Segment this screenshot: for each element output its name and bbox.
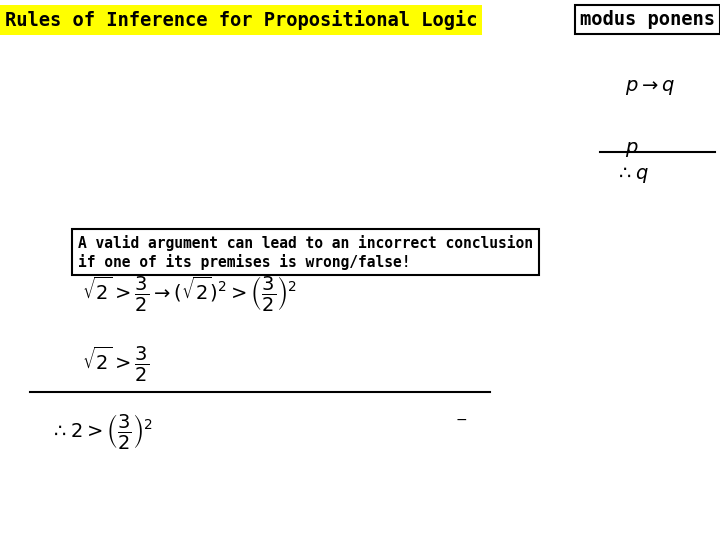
Text: Rules of Inference for Propositional Logic: Rules of Inference for Propositional Log… <box>5 10 477 30</box>
Text: $p \rightarrow q$: $p \rightarrow q$ <box>625 78 675 97</box>
Text: modus ponens: modus ponens <box>580 10 715 29</box>
Text: $\therefore 2 > \left(\dfrac{3}{2}\right)^2$: $\therefore 2 > \left(\dfrac{3}{2}\right… <box>50 412 153 451</box>
Text: $\sqrt{2} > \dfrac{3}{2} \rightarrow (\sqrt{2})^2 > \left(\dfrac{3}{2}\right)^2$: $\sqrt{2} > \dfrac{3}{2} \rightarrow (\s… <box>82 275 297 314</box>
Text: $\therefore q$: $\therefore q$ <box>615 165 649 185</box>
Text: $\sqrt{2} > \dfrac{3}{2}$: $\sqrt{2} > \dfrac{3}{2}$ <box>82 345 149 384</box>
Text: $p$: $p$ <box>625 140 639 159</box>
Text: A valid argument can lead to an incorrect conclusion
if one of its premises is w: A valid argument can lead to an incorrec… <box>78 235 533 269</box>
Text: $-$: $-$ <box>455 412 467 426</box>
